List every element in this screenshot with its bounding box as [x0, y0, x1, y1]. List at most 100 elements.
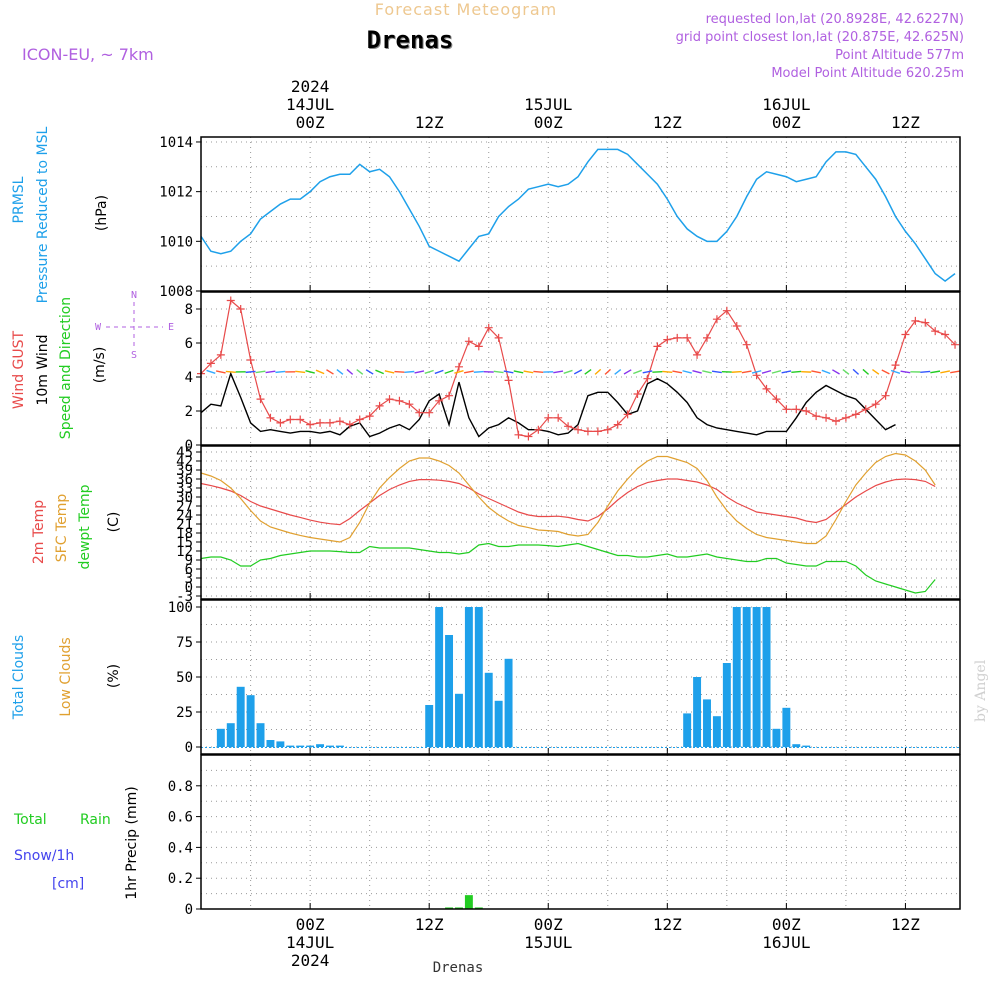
bottom-hour-label: 00Z — [772, 915, 801, 934]
gust-point — [634, 390, 642, 398]
cloud-bar — [485, 673, 493, 747]
y-tick-label: 100 — [168, 600, 193, 616]
wind-arrow — [692, 371, 701, 373]
dewpt-label: dewpt Temp — [77, 484, 93, 569]
cloud-bar — [326, 746, 334, 747]
wind-arrow — [822, 370, 830, 373]
wind-arrow — [445, 370, 454, 373]
watermark: by Angel — [973, 659, 989, 722]
model-label: ICON-EU, ~ 7km — [22, 45, 154, 64]
temp-panel-labels: 2m Temp SFC Temp dewpt Temp (C) — [31, 484, 122, 569]
wind-label: 10m Wind — [35, 334, 51, 405]
wind-arrow — [863, 369, 869, 374]
gust-line — [201, 301, 955, 437]
gust-point — [683, 334, 691, 342]
sfc-label: SFC Temp — [54, 494, 70, 563]
y-tick-label: 0.8 — [168, 779, 193, 795]
gust-point — [316, 419, 324, 427]
wind-arrow — [782, 371, 792, 373]
top-hour-label: 00Z — [296, 113, 325, 132]
info-line: Model Point Altitude 620.25m — [771, 66, 964, 81]
cloud-bar — [723, 663, 731, 747]
bottom-day-label: 16JUL — [762, 933, 810, 952]
precip-panel: 00.20.40.60.8 — [168, 755, 960, 918]
y-tick-label: 1010 — [159, 234, 193, 250]
pressure-label: PRMSL — [11, 176, 27, 223]
cloud-bar — [743, 607, 751, 747]
footer-location: Drenas — [433, 960, 484, 976]
wind-arrow — [950, 371, 960, 373]
cloud-bar — [753, 607, 761, 747]
wind-arrow — [624, 370, 631, 374]
y-tick-label: 2 — [185, 404, 193, 420]
wind-arrow — [772, 371, 781, 373]
y-tick-label: 6 — [185, 336, 193, 352]
gust-point — [247, 356, 255, 364]
gust-point — [911, 317, 919, 325]
wind-arrow — [504, 371, 514, 373]
wind-arrow — [574, 370, 582, 374]
gust-point — [346, 421, 354, 429]
gust-point — [822, 414, 830, 422]
pressure-panel-labels: PRMSL Pressure Reduced to MSL (hPa) — [11, 126, 110, 303]
wind-arrow — [347, 369, 353, 374]
cloud-bar — [227, 723, 235, 747]
wind-arrow — [853, 369, 859, 374]
cloud-bar — [713, 716, 721, 747]
cloud-bar — [445, 635, 453, 747]
gust-point — [356, 416, 364, 424]
wind-arrow — [266, 371, 276, 372]
wind-arrow — [940, 371, 950, 373]
gust-point — [643, 375, 651, 383]
wind-panel-labels: Wind GUST 10m Wind Speed and Direction (… — [11, 290, 174, 439]
gust-point — [395, 397, 403, 405]
gust-point — [445, 392, 453, 400]
bottom-hour-label: 00Z — [296, 915, 325, 934]
y-tick-label: 8 — [185, 302, 193, 318]
wind-arrow — [811, 371, 820, 373]
total-clouds-label: Total Clouds — [11, 635, 27, 720]
cloud-unit: (%) — [106, 664, 122, 688]
cloud-bar — [247, 695, 255, 747]
wind-arrow — [435, 370, 444, 373]
gust-point — [832, 417, 840, 425]
wind-arrow — [357, 370, 363, 375]
wind-arrow — [226, 371, 236, 372]
wind-arrow — [494, 371, 504, 372]
chart-marks: 100810101012101402468-303691215182124273… — [159, 77, 960, 970]
cloud-bar — [276, 741, 284, 747]
wind-arrow — [683, 371, 692, 373]
cloud-bar — [306, 746, 314, 747]
wind-arrow — [524, 371, 534, 373]
wind-arrow — [375, 370, 383, 373]
pressure-line — [201, 149, 955, 281]
top-day-label: 14JUL — [286, 95, 334, 114]
wind-arrow — [643, 371, 652, 373]
y-tick-label: 1012 — [159, 185, 193, 201]
compass-e-label: E — [168, 322, 174, 333]
gust-point — [514, 431, 522, 439]
gust-point — [475, 342, 483, 350]
wind-arrow — [672, 371, 682, 373]
sfc-temp-line — [201, 454, 935, 544]
bottom-hour-label: 12Z — [415, 915, 444, 934]
cloud-bar — [435, 607, 443, 747]
wind-arrow — [843, 370, 849, 375]
bottom-year-label: 2024 — [291, 951, 330, 970]
top-day-label: 16JUL — [762, 95, 810, 114]
wind-arrow — [216, 371, 225, 373]
y-tick-label: 0.2 — [168, 871, 193, 887]
gust-point — [901, 331, 909, 339]
wind-arrow — [872, 370, 878, 375]
pressure-unit: (hPa) — [94, 195, 110, 231]
pressure-label: Pressure Reduced to MSL — [35, 126, 51, 303]
cloud-bar — [286, 746, 294, 747]
y-tick-label: 0 — [185, 740, 193, 756]
info-line: requested lon,lat (20.8928E, 42.6227N) — [706, 12, 964, 27]
wind-arrow — [742, 371, 752, 373]
wind-arrow — [662, 371, 672, 372]
wind-arrow — [791, 371, 801, 372]
wind-arrow — [702, 371, 711, 373]
